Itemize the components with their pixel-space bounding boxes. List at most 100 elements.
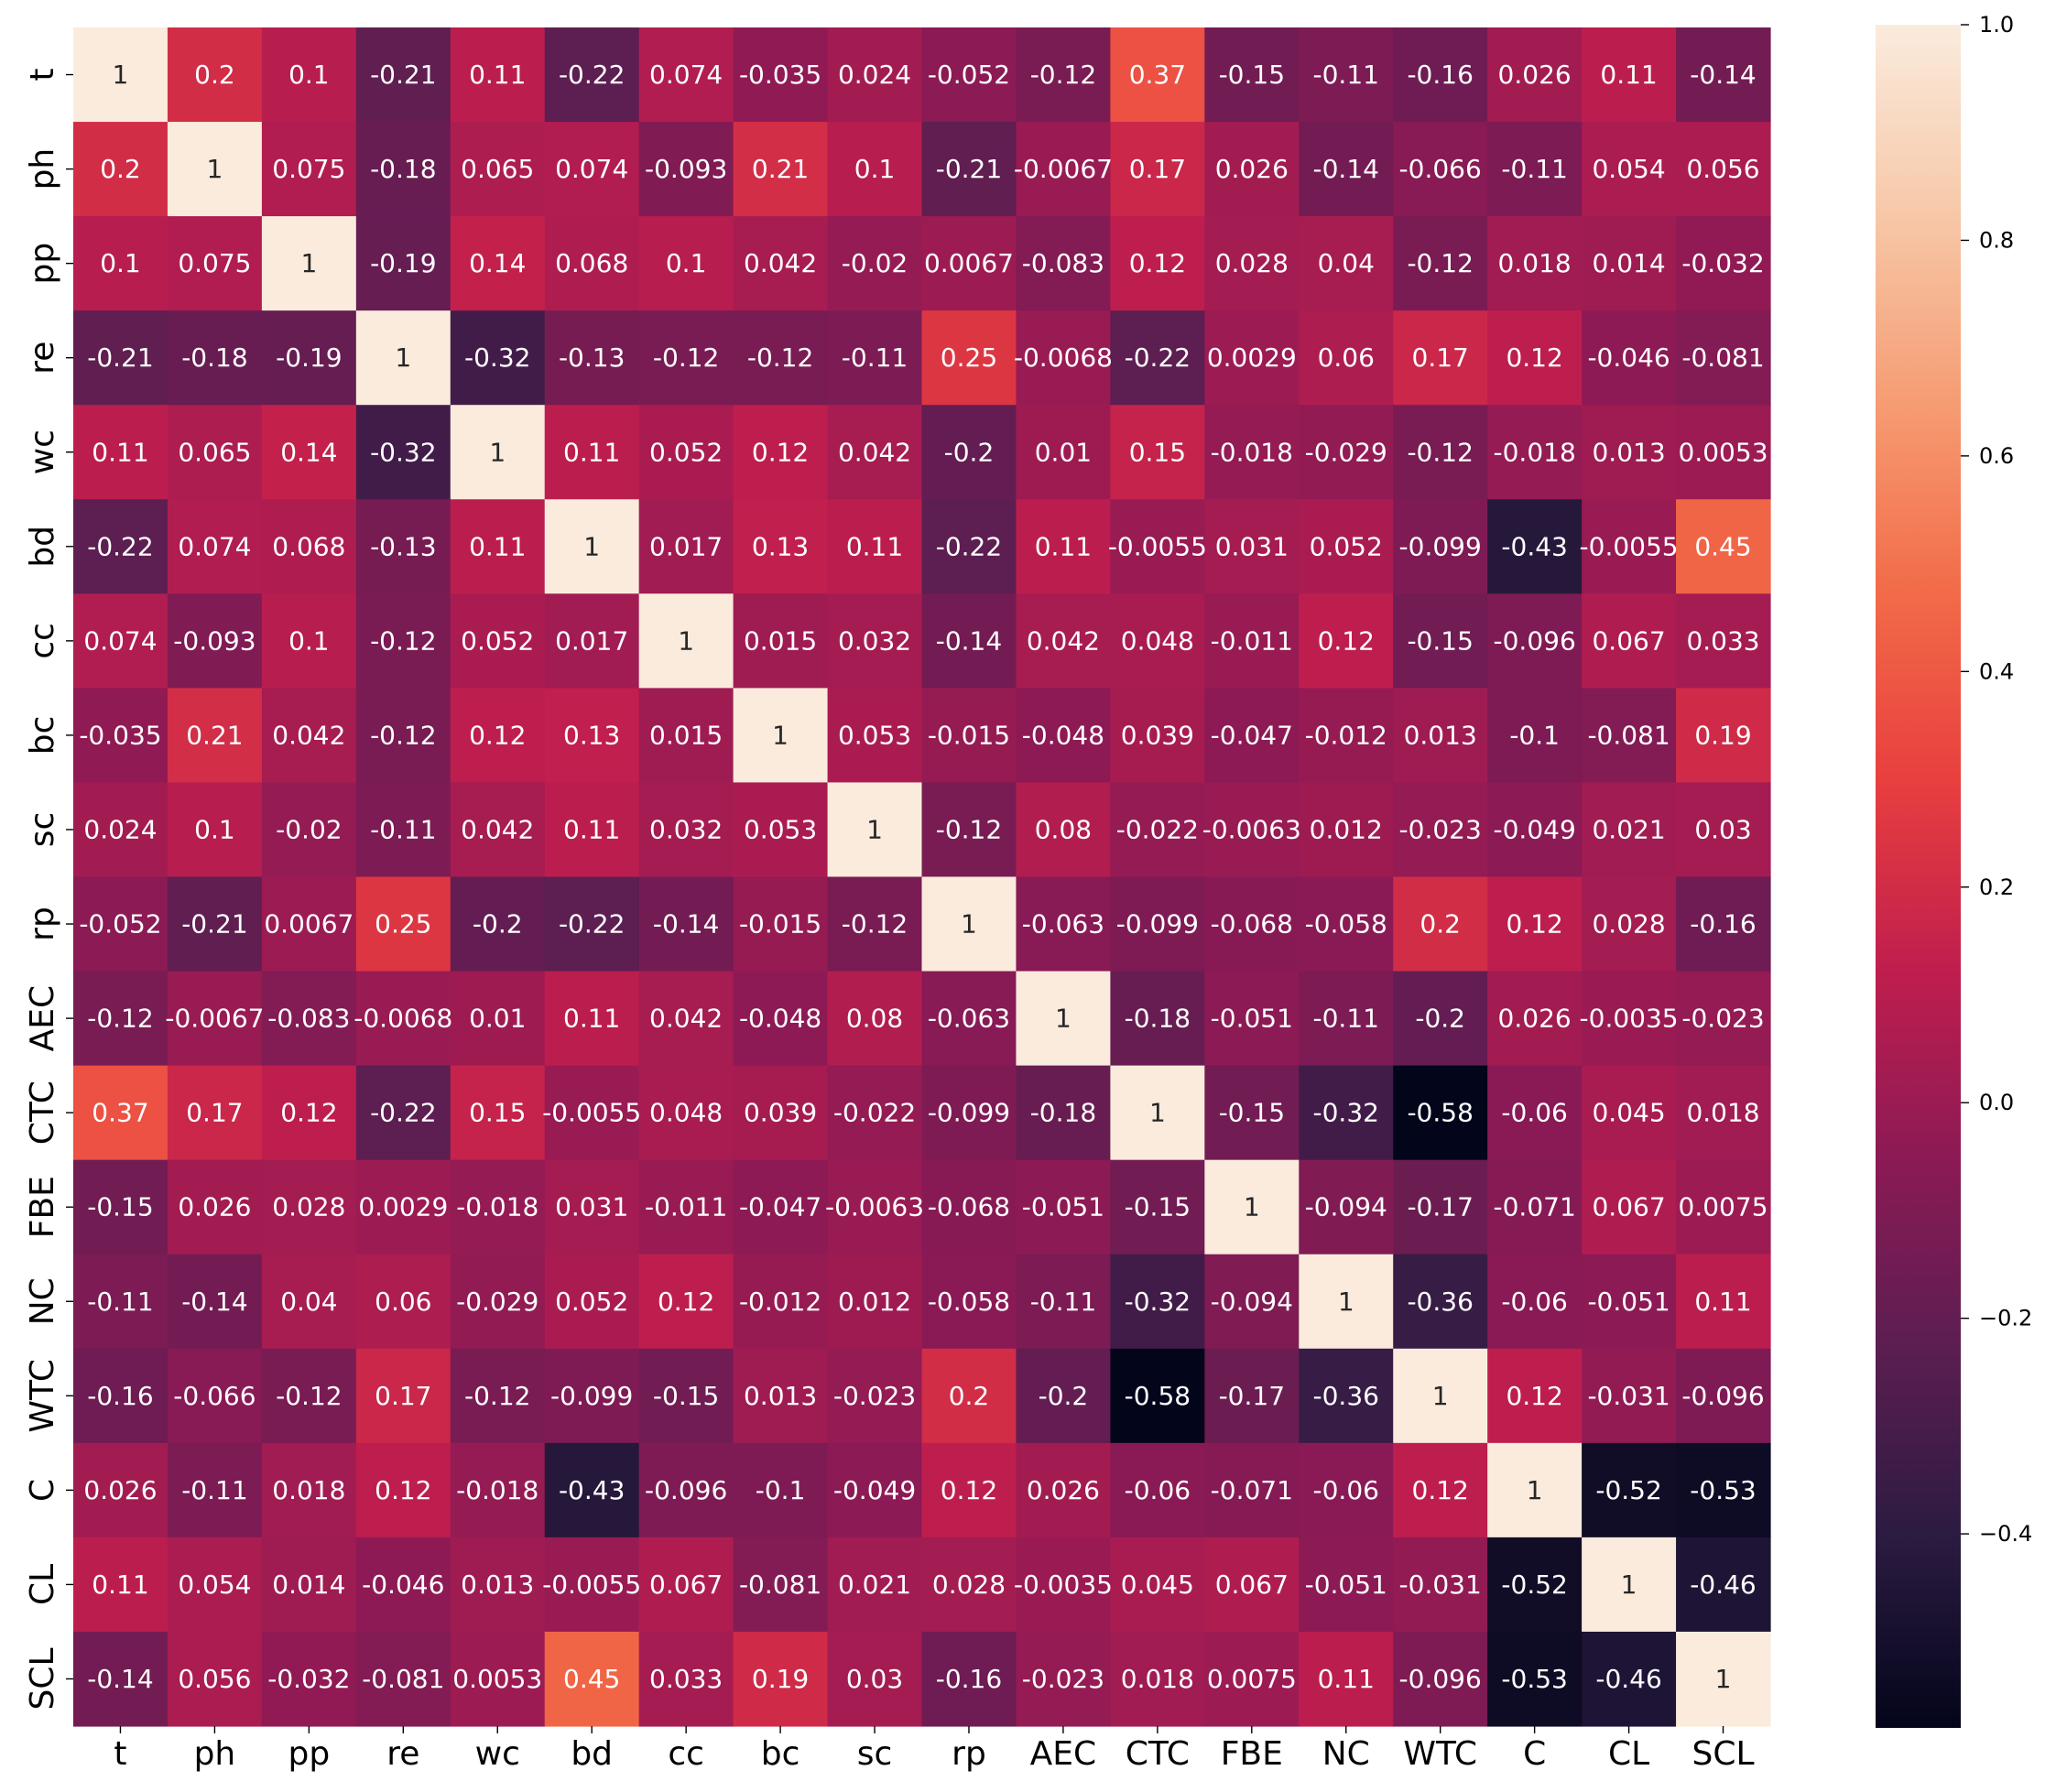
heatmap-cell-bc-bc	[733, 688, 829, 784]
heatmap-cell-WTC-FBE	[1204, 1348, 1300, 1444]
heatmap-cell-cc-re	[355, 593, 451, 689]
heatmap-cell-ph-wc	[450, 122, 546, 217]
cell-annotation: -0.068	[1211, 909, 1293, 939]
heatmap-cell-bc-AEC	[1016, 688, 1111, 784]
heatmap-cell-bc-CTC	[1110, 688, 1205, 784]
heatmap-cell-C-FBE	[1204, 1442, 1300, 1538]
heatmap-cell-CL-sc	[827, 1537, 923, 1633]
cell-annotation: 0.068	[272, 531, 345, 561]
cell-annotation: -0.11	[181, 1475, 247, 1505]
cell-annotation: 0.14	[280, 437, 337, 467]
cell-annotation: 1	[961, 909, 977, 939]
cell-annotation: -0.0035	[1014, 1569, 1113, 1600]
heatmap-cell-CTC-CL	[1582, 1065, 1677, 1161]
cell-annotation: -0.093	[645, 154, 727, 184]
cell-annotation: -0.031	[1399, 1569, 1482, 1600]
heatmap-cell-cc-pp	[261, 593, 357, 689]
heatmap-cell-re-rp	[921, 310, 1017, 406]
heatmap-cell-FBE-bd	[544, 1159, 640, 1255]
cell-annotation: 0.15	[1129, 437, 1186, 467]
heatmap-cell-t-sc	[827, 27, 923, 123]
heatmap-cell-AEC-ph	[167, 971, 263, 1067]
heatmap-cell-AEC-bc	[733, 971, 829, 1067]
heatmap-cell-re-CL	[1582, 310, 1677, 406]
cell-annotation: -0.19	[276, 342, 342, 373]
heatmap-cell-cc-sc	[827, 593, 923, 689]
cell-annotation: -0.14	[936, 625, 1002, 656]
heatmap-cell-sc-WTC	[1393, 782, 1488, 878]
heatmap-cell-CL-bd	[544, 1537, 640, 1633]
cell-annotation: -0.032	[267, 1664, 350, 1694]
cell-annotation: 0.1	[854, 154, 896, 184]
cell-annotation: 0.024	[83, 814, 157, 844]
cell-annotation: 0.026	[1027, 1475, 1100, 1505]
heatmap-cell-wc-CL	[1582, 405, 1677, 500]
x-tick-label: ph	[194, 1735, 236, 1773]
cell-annotation: 0.11	[469, 60, 526, 90]
cell-annotation: 0.12	[1412, 1475, 1469, 1505]
cell-annotation: -0.046	[362, 1569, 444, 1600]
heatmap-cell-NC-pp	[261, 1254, 357, 1350]
cell-annotation: 0.039	[744, 1098, 817, 1128]
heatmap-cell-SCL-sc	[827, 1631, 923, 1727]
cell-annotation: -0.012	[739, 1287, 821, 1317]
cell-annotation: -0.13	[559, 342, 625, 373]
heatmap-cell-bd-rp	[921, 499, 1017, 594]
heatmap-cell-C-wc	[450, 1442, 546, 1538]
heatmap-cell-FBE-re	[355, 1159, 451, 1255]
y-tick-label: cc	[24, 623, 61, 659]
heatmap-cell-wc-bd	[544, 405, 640, 500]
cell-annotation: -0.2	[944, 437, 995, 467]
x-tick-label: bd	[571, 1735, 613, 1773]
cell-annotation: -0.1	[1509, 720, 1560, 750]
heatmap-cell-t-cc	[638, 27, 734, 123]
x-tick-label: NC	[1322, 1735, 1370, 1773]
cell-annotation: 0.03	[846, 1664, 903, 1694]
cell-annotation: 0.1	[288, 60, 330, 90]
cell-annotation: -0.011	[645, 1192, 727, 1222]
cell-annotation: 0.1	[666, 248, 707, 278]
heatmap-cell-bd-wc	[450, 499, 546, 594]
cell-annotation: 0.042	[838, 437, 911, 467]
cell-annotation: -0.19	[370, 248, 436, 278]
heatmap-cell-CTC-t	[73, 1065, 169, 1161]
x-tick-label: bc	[761, 1735, 800, 1773]
y-tick-label: pp	[24, 243, 61, 285]
heatmap-cell-WTC-SCL	[1676, 1348, 1771, 1444]
cell-annotation: 1	[395, 342, 411, 373]
cell-annotation: 0.12	[1506, 909, 1562, 939]
heatmap-cell-C-CTC	[1110, 1442, 1205, 1538]
heatmap-cell-sc-t	[73, 782, 169, 878]
heatmap-cell-ph-re	[355, 122, 451, 217]
cell-annotation: 0.12	[1129, 248, 1186, 278]
heatmap-cell-NC-NC	[1299, 1254, 1394, 1350]
cell-annotation: -0.023	[1399, 814, 1482, 844]
heatmap-cell-FBE-WTC	[1393, 1159, 1488, 1255]
heatmap-cell-CTC-ph	[167, 1065, 263, 1161]
cell-annotation: 0.054	[1592, 154, 1665, 184]
cell-annotation: -0.22	[370, 1098, 436, 1128]
heatmap-cell-ph-CL	[1582, 122, 1677, 217]
cell-annotation: 0.0053	[1679, 437, 1768, 467]
heatmap-cell-pp-pp	[261, 216, 357, 311]
cell-annotation: -0.06	[1125, 1475, 1191, 1505]
cell-annotation: 0.032	[649, 814, 723, 844]
heatmap-cell-wc-WTC	[1393, 405, 1488, 500]
cell-annotation: 0.018	[272, 1475, 345, 1505]
heatmap-cell-C-rp	[921, 1442, 1017, 1538]
cell-annotation: 0.042	[272, 720, 345, 750]
heatmap-cell-pp-sc	[827, 216, 923, 311]
cell-annotation: -0.11	[1030, 1287, 1096, 1317]
heatmap-cell-sc-bd	[544, 782, 640, 878]
heatmap-cell-bd-NC	[1299, 499, 1394, 594]
cell-annotation: 0.012	[1310, 814, 1383, 844]
cell-annotation: -0.15	[1407, 625, 1473, 656]
cell-annotation: -0.0055	[542, 1569, 641, 1600]
heatmap-cell-CL-NC	[1299, 1537, 1394, 1633]
heatmap-cell-FBE-rp	[921, 1159, 1017, 1255]
cell-annotation: -0.035	[79, 720, 161, 750]
cell-annotation: -0.2	[1039, 1381, 1089, 1411]
cell-annotation: -0.023	[1681, 1004, 1764, 1034]
heatmap-cell-CTC-C	[1487, 1065, 1583, 1161]
